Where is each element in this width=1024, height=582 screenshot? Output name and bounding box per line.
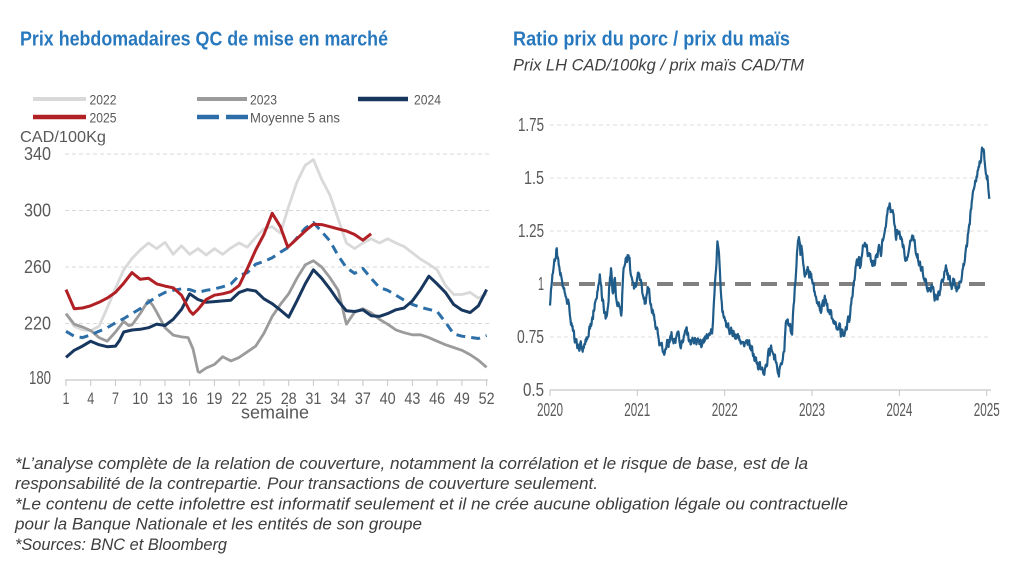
svg-text:31: 31 — [305, 389, 321, 408]
svg-text:34: 34 — [330, 389, 346, 408]
svg-text:*Le contenu de cette infolettr: *Le contenu de cette infolettre est info… — [15, 494, 848, 513]
svg-text:2020: 2020 — [537, 400, 563, 420]
svg-text:4: 4 — [87, 389, 94, 408]
svg-text:2024: 2024 — [886, 400, 912, 420]
svg-text:semaine: semaine — [241, 403, 309, 423]
svg-text:220: 220 — [24, 314, 51, 334]
svg-text:2023: 2023 — [799, 400, 825, 420]
svg-text:Moyenne 5 ans: Moyenne 5 ans — [250, 110, 340, 126]
svg-text:16: 16 — [182, 389, 198, 408]
svg-text:pour la Banque Nationale et le: pour la Banque Nationale et les entités … — [14, 515, 422, 534]
svg-text:Prix hebdomadaires QC de mise: Prix hebdomadaires QC de mise en marché — [20, 28, 388, 51]
svg-text:1: 1 — [63, 389, 70, 408]
svg-text:*L’analyse complète de la rela: *L’analyse complète de la relation de co… — [15, 454, 808, 473]
svg-text:37: 37 — [355, 389, 371, 408]
svg-text:2025: 2025 — [974, 400, 1000, 420]
svg-text:40: 40 — [380, 389, 396, 408]
svg-text:300: 300 — [24, 201, 51, 221]
svg-text:13: 13 — [157, 389, 173, 408]
svg-text:responsabilité de la contrepar: responsabilité de la contrepartie. Pour … — [15, 474, 598, 493]
svg-text:0.75: 0.75 — [517, 327, 544, 347]
svg-text:10: 10 — [132, 389, 148, 408]
svg-text:1: 1 — [538, 274, 544, 294]
svg-text:260: 260 — [24, 257, 51, 277]
svg-text:1.75: 1.75 — [518, 115, 544, 135]
svg-text:1.5: 1.5 — [524, 168, 544, 188]
svg-text:1.25: 1.25 — [518, 221, 544, 241]
svg-text:7: 7 — [112, 389, 119, 408]
svg-text:340: 340 — [24, 144, 51, 164]
svg-text:2021: 2021 — [624, 400, 650, 420]
svg-text:Prix LH CAD/100kg / prix maïs: Prix LH CAD/100kg / prix maïs CAD/TM — [513, 57, 804, 75]
svg-text:0.5: 0.5 — [523, 380, 544, 400]
svg-text:2022: 2022 — [712, 400, 738, 420]
svg-text:2023: 2023 — [250, 92, 277, 108]
svg-text:52: 52 — [479, 389, 495, 408]
svg-text:180: 180 — [29, 368, 51, 388]
svg-text:43: 43 — [404, 389, 420, 408]
svg-text:19: 19 — [206, 389, 222, 408]
svg-text:2024: 2024 — [414, 92, 441, 108]
svg-text:22: 22 — [231, 389, 247, 408]
svg-text:49: 49 — [454, 389, 470, 408]
svg-text:2025: 2025 — [90, 110, 117, 126]
svg-text:2022: 2022 — [90, 92, 117, 108]
svg-text:*Sources: BNC et Bloomberg: *Sources: BNC et Bloomberg — [15, 535, 228, 554]
svg-text:25: 25 — [256, 389, 272, 408]
svg-text:CAD/100Kg: CAD/100Kg — [20, 129, 106, 146]
svg-text:Ratio prix du porc / prix du m: Ratio prix du porc / prix du maïs — [513, 28, 790, 51]
svg-text:28: 28 — [281, 389, 297, 408]
svg-text:46: 46 — [429, 389, 445, 408]
